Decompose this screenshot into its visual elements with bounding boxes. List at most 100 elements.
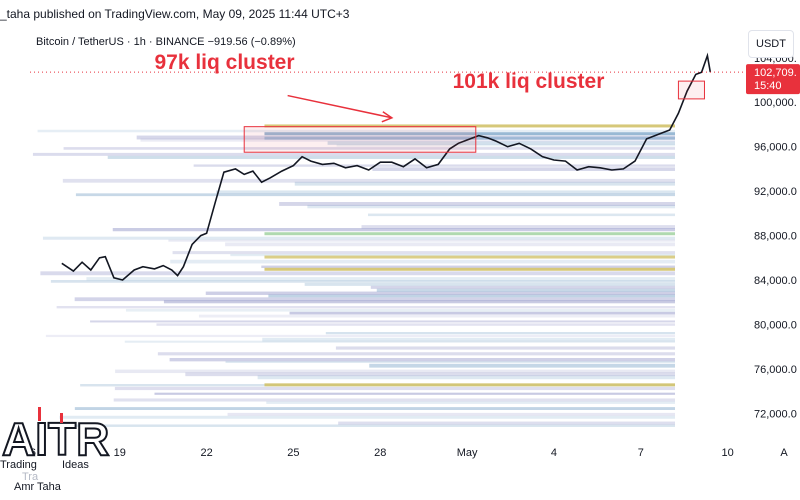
- heatmap-band: [376, 288, 675, 292]
- price-path: [61, 52, 712, 281]
- heatmap-band-strong: [264, 255, 675, 259]
- liquidation-heatmap: [32, 124, 676, 427]
- heatmap-band-strong: [264, 232, 675, 236]
- auto-scale-button: A: [780, 447, 788, 459]
- heatmap-band: [227, 412, 676, 416]
- x-tick-label: 10: [722, 447, 734, 459]
- annotation-label: 101k liq cluster: [453, 70, 605, 93]
- heatmap-band: [157, 352, 675, 356]
- symbol-info[interactable]: Bitcoin / TetherUS · 1h · BINANCE −919.5…: [36, 36, 296, 48]
- x-tick-label: 25: [287, 447, 299, 459]
- heatmap-band: [205, 291, 675, 295]
- x-tick-label: 19: [114, 447, 126, 459]
- heatmap-band: [45, 334, 676, 338]
- y-tick-label: 92,000.0: [754, 186, 797, 198]
- heatmap-band: [225, 242, 675, 247]
- y-tick-label: 88,000.0: [754, 231, 797, 243]
- heatmap-band-strong: [264, 124, 675, 128]
- heatmap-band: [107, 155, 676, 159]
- heatmap-band: [361, 225, 675, 229]
- annotation-label: 97k liq cluster: [154, 51, 294, 74]
- cluster-boxes: [243, 80, 705, 153]
- arrow-head: [381, 111, 394, 123]
- heatmap-band: [86, 277, 676, 281]
- logo-line1: Trading: [0, 459, 37, 471]
- heatmap-band: [170, 259, 676, 264]
- heatmap-band: [140, 138, 676, 142]
- y-tick-label: 84,000.0: [754, 275, 797, 287]
- heatmap-band: [125, 308, 676, 312]
- heatmap-band: [74, 407, 675, 410]
- annotation-arrow: [287, 94, 394, 123]
- x-tick-label: 7: [638, 447, 644, 459]
- heatmap-band: [115, 369, 676, 374]
- heatmap-band: [169, 358, 675, 362]
- heatmap-band: [59, 415, 676, 419]
- heatmap-band: [266, 401, 675, 404]
- logo-watermark: Tra: [22, 471, 39, 483]
- logo-author: Amr Taha: [14, 481, 61, 493]
- author-logo: AITR Trading Ideas Tra Amr Taha: [0, 405, 110, 500]
- heatmap-band: [37, 129, 675, 133]
- heatmap-band: [268, 294, 675, 298]
- x-tick-label: 28: [374, 447, 386, 459]
- heatmap-band: [56, 306, 675, 309]
- cluster-box: [243, 126, 477, 153]
- y-tick-label: 76,000.0: [754, 364, 797, 376]
- price-axis[interactable]: 104,000.100,000.96,000.092,000.088,000.0…: [754, 53, 797, 421]
- heatmap-band: [75, 193, 675, 197]
- heatmap-band: [114, 386, 675, 391]
- logo-letters: AITR: [2, 413, 109, 465]
- x-tick-label: 22: [200, 447, 212, 459]
- heatmap-band: [289, 311, 675, 315]
- logo-letters-icon: AITR: [1, 407, 110, 466]
- heatmap-band-strong: [264, 383, 675, 387]
- heatmap-band: [62, 178, 675, 183]
- heatmap-band: [325, 332, 675, 335]
- y-tick-label: 100,000.: [754, 97, 797, 109]
- publish-info: _taha published on TradingView.com, May …: [0, 7, 350, 21]
- y-tick-label: 96,000.0: [754, 142, 797, 154]
- heatmap-band: [338, 421, 675, 425]
- heatmap-band: [185, 372, 675, 377]
- heatmap-band: [113, 398, 675, 402]
- heatmap-band: [124, 340, 675, 343]
- heatmap-band-strong: [264, 267, 675, 271]
- time-axis[interactable]: 6 19 22 25 28 May 4 7 10 A: [30, 447, 788, 459]
- x-tick-label: 6: [30, 447, 36, 459]
- heatmap-band: [261, 265, 675, 269]
- heatmap-band: [198, 314, 676, 318]
- heatmap-band: [74, 297, 675, 302]
- heatmap-band: [307, 204, 675, 209]
- current-price-value: 102,709.: [754, 67, 797, 79]
- heatmap-band: [172, 251, 676, 255]
- heatmap-band: [230, 254, 675, 257]
- y-tick-label: 72,000.0: [754, 408, 797, 420]
- heatmap-band: [154, 392, 675, 395]
- heatmap-band: [163, 300, 675, 304]
- y-tick-label: 80,000.0: [754, 319, 797, 331]
- heatmap-band: [304, 282, 675, 286]
- heatmap-band: [156, 323, 675, 326]
- annotations: 97k liq cluster 101k liq cluster: [154, 51, 604, 93]
- heatmap-band: [294, 181, 675, 186]
- publish-header: _taha published on TradingView.com, May …: [0, 0, 800, 28]
- heatmap-band: [257, 375, 675, 380]
- arrow-shaft: [287, 94, 392, 119]
- heatmap-band: [216, 190, 676, 194]
- heatmap-band: [262, 337, 675, 342]
- heatmap-band: [369, 363, 675, 368]
- current-price-box: [746, 64, 800, 95]
- heatmap-band: [335, 346, 675, 350]
- heatmap-band: [370, 285, 675, 289]
- logo-line2: Ideas: [62, 459, 89, 471]
- current-price-label: 102,709.15:40: [746, 64, 800, 95]
- heatmap-band: [90, 320, 675, 323]
- heatmap-band: [40, 271, 676, 276]
- heatmap-band: [368, 213, 675, 217]
- heatmap-band: [225, 360, 676, 363]
- currency-button[interactable]: USDT: [748, 30, 794, 58]
- cluster-box: [677, 80, 705, 100]
- heatmap-band: [63, 147, 675, 150]
